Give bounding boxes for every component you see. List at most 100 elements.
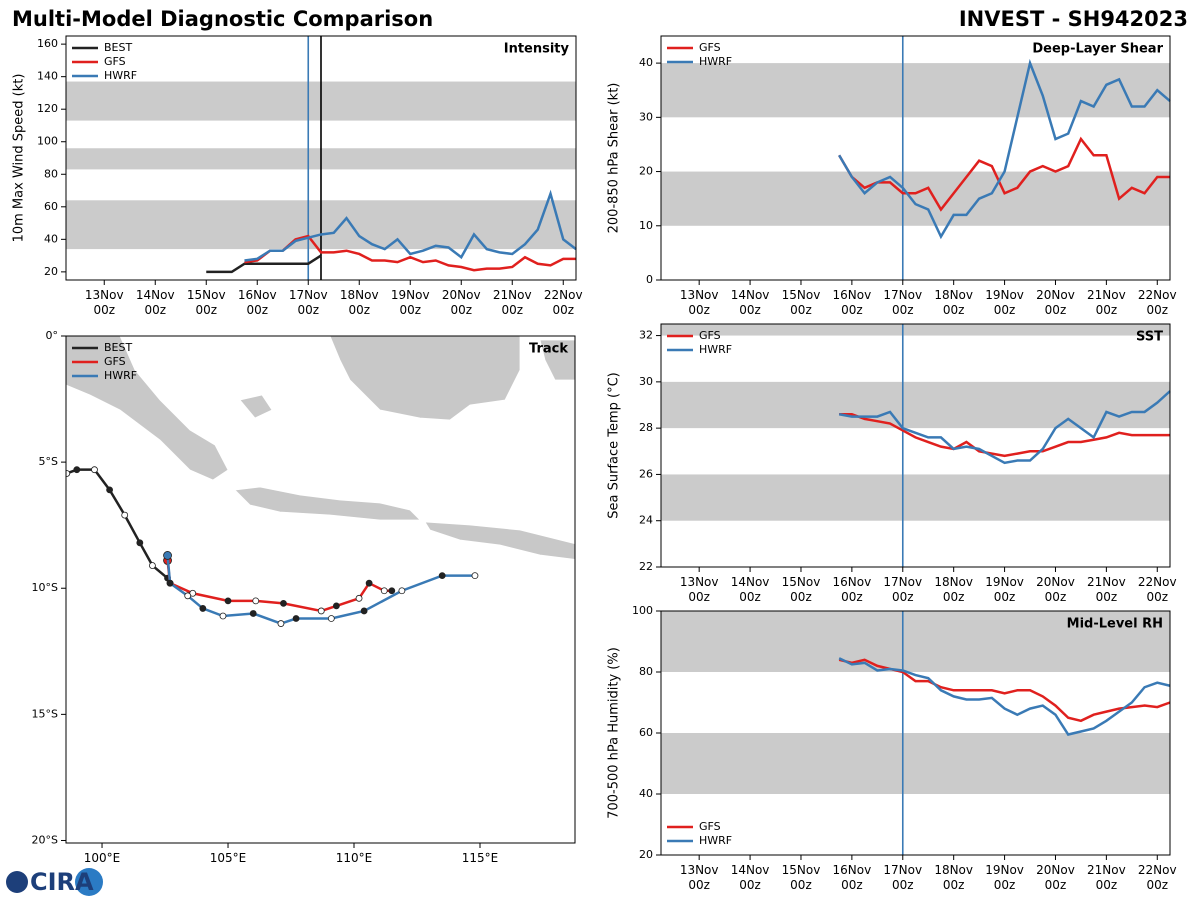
series-line — [838, 390, 1171, 465]
track-point — [136, 539, 144, 547]
x-tick-label: 14Nov 00z — [135, 288, 175, 317]
threshold-band — [661, 171, 1170, 226]
x-tick-label: 22Nov 00z — [1137, 575, 1177, 604]
track-point — [471, 572, 479, 580]
track-point — [184, 592, 192, 600]
track-point — [332, 602, 340, 610]
series-line — [206, 254, 322, 274]
plot-frame — [65, 35, 577, 281]
x-tick-label: 14Nov 00z — [730, 575, 770, 604]
track-point — [219, 612, 227, 620]
legend-label: HWRF — [699, 834, 732, 847]
track-group — [163, 551, 479, 627]
legend-label: GFS — [699, 329, 721, 342]
series-line — [839, 413, 1170, 458]
track-point — [438, 572, 446, 580]
x-tick-label: 20Nov 00z — [1036, 575, 1075, 604]
y-tick-label: 120 — [37, 102, 58, 115]
legend-label: GFS — [104, 355, 126, 368]
x-tick-label: 100°E — [83, 851, 121, 865]
legend-label: HWRF — [104, 369, 137, 382]
x-tick-label: 15Nov 00z — [781, 863, 821, 892]
y-tick-label: 80 — [639, 665, 653, 678]
y-tick-label: 26 — [639, 467, 653, 480]
x-tick-label: 21Nov 00z — [1087, 575, 1126, 604]
series-line — [838, 58, 1171, 240]
track-point — [360, 607, 368, 615]
x-tick-label: 17Nov 00z — [883, 575, 923, 604]
x-tick-label: 18Nov 00z — [339, 288, 379, 317]
track-point — [277, 620, 285, 627]
y-tick-label: 20°S — [32, 833, 58, 846]
y-tick-label: 5°S — [39, 455, 58, 468]
y-tick-label: 24 — [639, 514, 653, 527]
x-tick-label: 105°E — [209, 851, 247, 865]
y-tick-label: 20 — [639, 848, 653, 861]
x-tick-label: 13Nov 00z — [679, 863, 719, 892]
track-point — [224, 597, 232, 605]
figure-title: Multi-Model Diagnostic Comparison — [12, 7, 433, 31]
x-tick-label: 18Nov 00z — [934, 575, 974, 604]
threshold-band — [661, 611, 1170, 672]
track-point — [91, 466, 98, 474]
track-point — [388, 587, 396, 595]
legend-label: HWRF — [104, 69, 137, 82]
y-axis-label: Sea Surface Temp (°C) — [607, 372, 622, 519]
x-tick-label: 115°E — [461, 851, 499, 865]
track-point — [249, 610, 257, 617]
x-tick-label: 13Nov 00z — [84, 288, 124, 317]
track-point — [365, 579, 373, 587]
x-tick-label: 110°E — [335, 851, 373, 865]
y-axis-label: 10m Max Wind Speed (kt) — [12, 74, 27, 243]
threshold-band — [661, 63, 1170, 118]
panel-label: Deep-Layer Shear — [1032, 42, 1163, 57]
series-line — [838, 136, 1170, 212]
y-tick-label: 60 — [44, 200, 58, 213]
y-tick-label: 15°S — [32, 707, 58, 720]
y-tick-label: 140 — [37, 70, 58, 83]
threshold-band — [661, 474, 1170, 521]
legend-label: HWRF — [699, 343, 732, 356]
y-tick-label: 20 — [639, 165, 653, 178]
x-tick-label: 16Nov 00z — [237, 288, 277, 317]
track-point — [199, 605, 207, 612]
y-tick-label: 160 — [37, 37, 58, 50]
legend-label: HWRF — [699, 55, 732, 68]
x-tick-label: 15Nov 00z — [186, 288, 226, 317]
y-tick-label: 100 — [37, 135, 58, 148]
y-tick-label: 80 — [44, 167, 58, 180]
legend-label: BEST — [104, 41, 132, 54]
y-tick-label: 22 — [639, 560, 653, 573]
x-tick-label: 22Nov 00z — [1137, 863, 1177, 892]
track-point — [292, 615, 300, 622]
x-tick-label: 21Nov 00z — [492, 288, 532, 317]
y-tick-label: 30 — [639, 375, 653, 388]
track-point — [163, 551, 172, 560]
y-axis-label: 700-500 hPa Humidity (%) — [607, 647, 622, 819]
legend-label: BEST — [104, 341, 132, 354]
track-point — [355, 594, 363, 602]
x-tick-label: 20Nov 00z — [1036, 288, 1075, 317]
panel-label: Track — [529, 342, 568, 357]
x-tick-label: 13Nov 00z — [679, 288, 719, 317]
y-tick-label: 0° — [46, 329, 59, 342]
x-tick-label: 19Nov 00z — [985, 863, 1024, 892]
legend-label: GFS — [699, 820, 721, 833]
x-tick-label: 19Nov 00z — [985, 575, 1024, 604]
track-group — [163, 556, 396, 615]
plot-frame — [660, 35, 1171, 281]
x-tick-label: 20Nov 00z — [1036, 863, 1075, 892]
x-tick-label: 19Nov 00z — [985, 288, 1024, 317]
track-point — [317, 607, 325, 615]
x-tick-label: 22Nov 00z — [543, 288, 583, 317]
y-tick-label: 10 — [639, 219, 653, 232]
logo-mark — [75, 868, 103, 896]
track-point — [106, 486, 113, 494]
series-line — [244, 189, 577, 262]
panel-label: SST — [1136, 330, 1163, 345]
y-tick-label: 20 — [44, 265, 58, 278]
series-line — [244, 234, 576, 272]
x-tick-label: 15Nov 00z — [781, 288, 821, 317]
track-point — [398, 587, 406, 595]
